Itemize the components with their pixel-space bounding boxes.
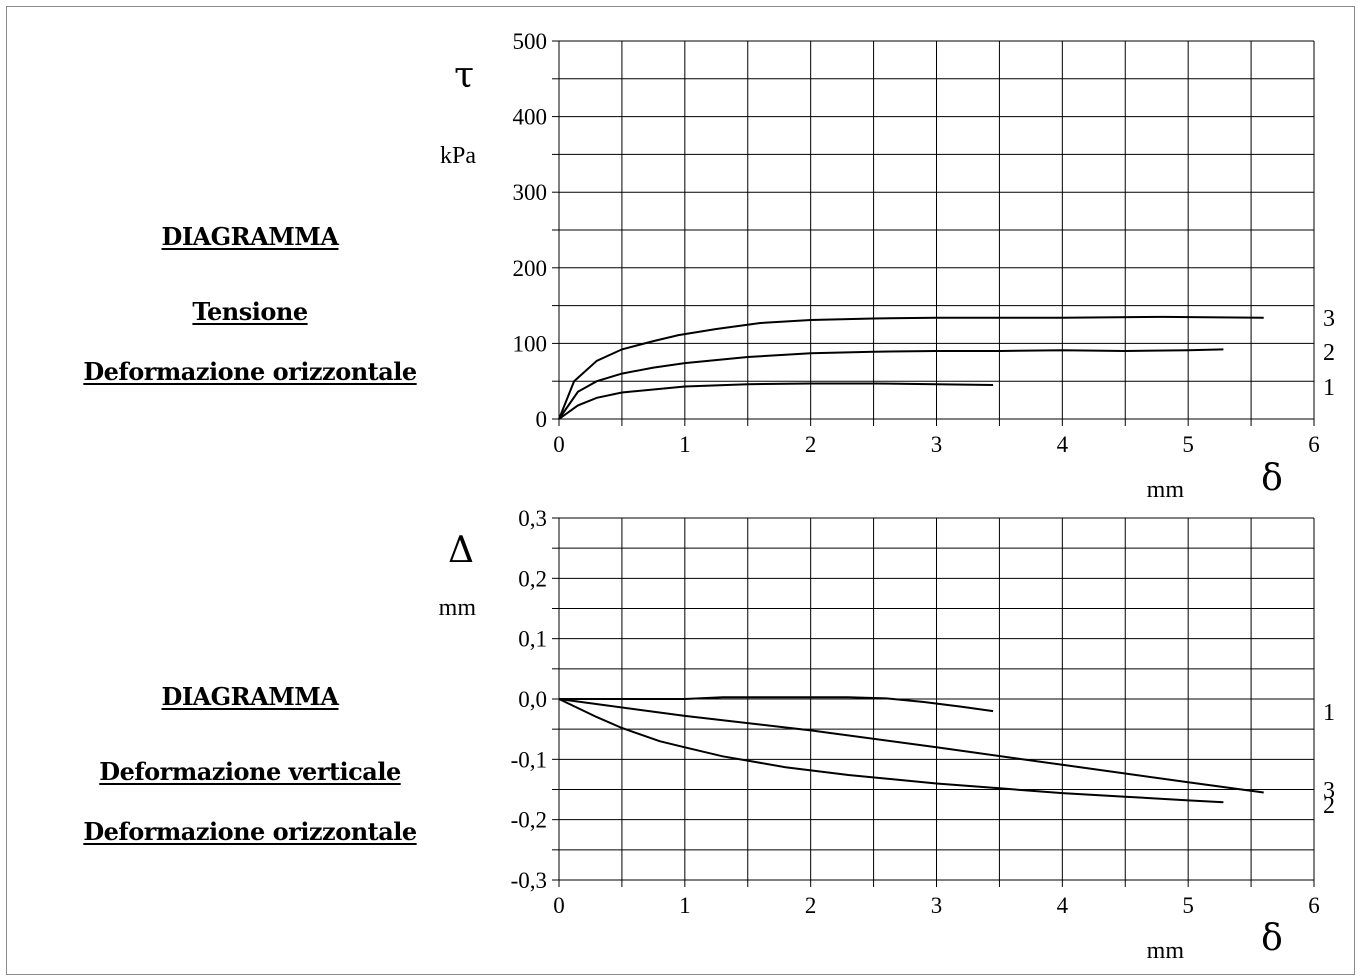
bottom-diagram-title: DIAGRAMMA	[161, 682, 339, 711]
stress-ytick-label: 200	[513, 256, 548, 281]
vertical-ytick-label: -0,3	[511, 868, 547, 893]
stress-xtick-label: 2	[805, 432, 817, 457]
vertical-y-unit: mm	[439, 595, 477, 621]
vertical-x-symbol: δ	[1261, 918, 1283, 959]
stress-series-2-label: 2	[1323, 340, 1335, 366]
stress-series-1-label: 1	[1323, 375, 1335, 401]
stress-series-3-line	[558, 315, 1264, 420]
vertical-ytick-label: -0,2	[511, 808, 547, 833]
vertical-x-unit: mm	[1147, 938, 1185, 964]
stress-ytick-label: 0	[536, 407, 548, 432]
stress-ytick-label: 400	[513, 105, 548, 130]
vertical-xtick-label: 2	[805, 893, 817, 918]
bottom-diagram-xlabel-text: Deformazione orizzontale	[83, 817, 417, 846]
vertical-series-2-label: 2	[1323, 793, 1335, 819]
vertical-xtick-label: 3	[931, 893, 943, 918]
stress-series-3-label: 3	[1323, 306, 1335, 332]
stress-ytick-label: 500	[513, 29, 548, 54]
stress-xtick-label: 0	[553, 432, 565, 457]
vertical-series-1-line	[559, 696, 994, 713]
vertical-xtick-label: 6	[1308, 893, 1320, 918]
vertical-ytick-label: 0,2	[518, 566, 547, 591]
stress-ytick-label: 100	[513, 331, 548, 356]
stress-xtick-label: 3	[931, 432, 943, 457]
stress-xtick-label: 5	[1182, 432, 1194, 457]
stress-series-2-line	[558, 348, 1224, 420]
stress-xtick-label: 6	[1308, 432, 1320, 457]
top-diagram-ylabel-text: Tensione	[192, 297, 308, 326]
vertical-series-2-line	[558, 698, 1224, 804]
stress-y-symbol: τ	[454, 55, 474, 96]
vertical-y-symbol: Δ	[448, 530, 474, 571]
vertical-ytick-label: 0,0	[518, 687, 547, 712]
stress-y-unit: kPa	[440, 143, 476, 169]
vertical-ytick-label: 0,3	[518, 506, 547, 531]
vertical-ytick-label: 0,1	[518, 627, 547, 652]
vertical-xtick-label: 0	[553, 893, 565, 918]
vertical-series-3-label: 3	[1323, 778, 1335, 804]
vertical-xtick-label: 4	[1057, 893, 1069, 918]
vertical-ytick-label: -0,1	[511, 747, 547, 772]
stress-series-1-line	[558, 382, 994, 420]
top-diagram-xlabel-text: Deformazione orizzontale	[83, 357, 417, 386]
figure-frame	[6, 6, 1355, 975]
stress-xtick-label: 1	[679, 432, 691, 457]
stress-xtick-label: 4	[1057, 432, 1069, 457]
stress-x-symbol: δ	[1261, 458, 1283, 499]
vertical-xtick-label: 5	[1182, 893, 1194, 918]
vertical-series-1-label: 1	[1323, 700, 1335, 726]
vertical-series-3-line	[558, 698, 1264, 794]
bottom-diagram-ylabel-text: Deformazione verticale	[99, 757, 401, 786]
vertical-xtick-label: 1	[679, 893, 691, 918]
top-diagram-title: DIAGRAMMA	[161, 222, 339, 251]
stress-x-unit: mm	[1147, 477, 1185, 503]
stress-ytick-label: 300	[513, 180, 548, 205]
